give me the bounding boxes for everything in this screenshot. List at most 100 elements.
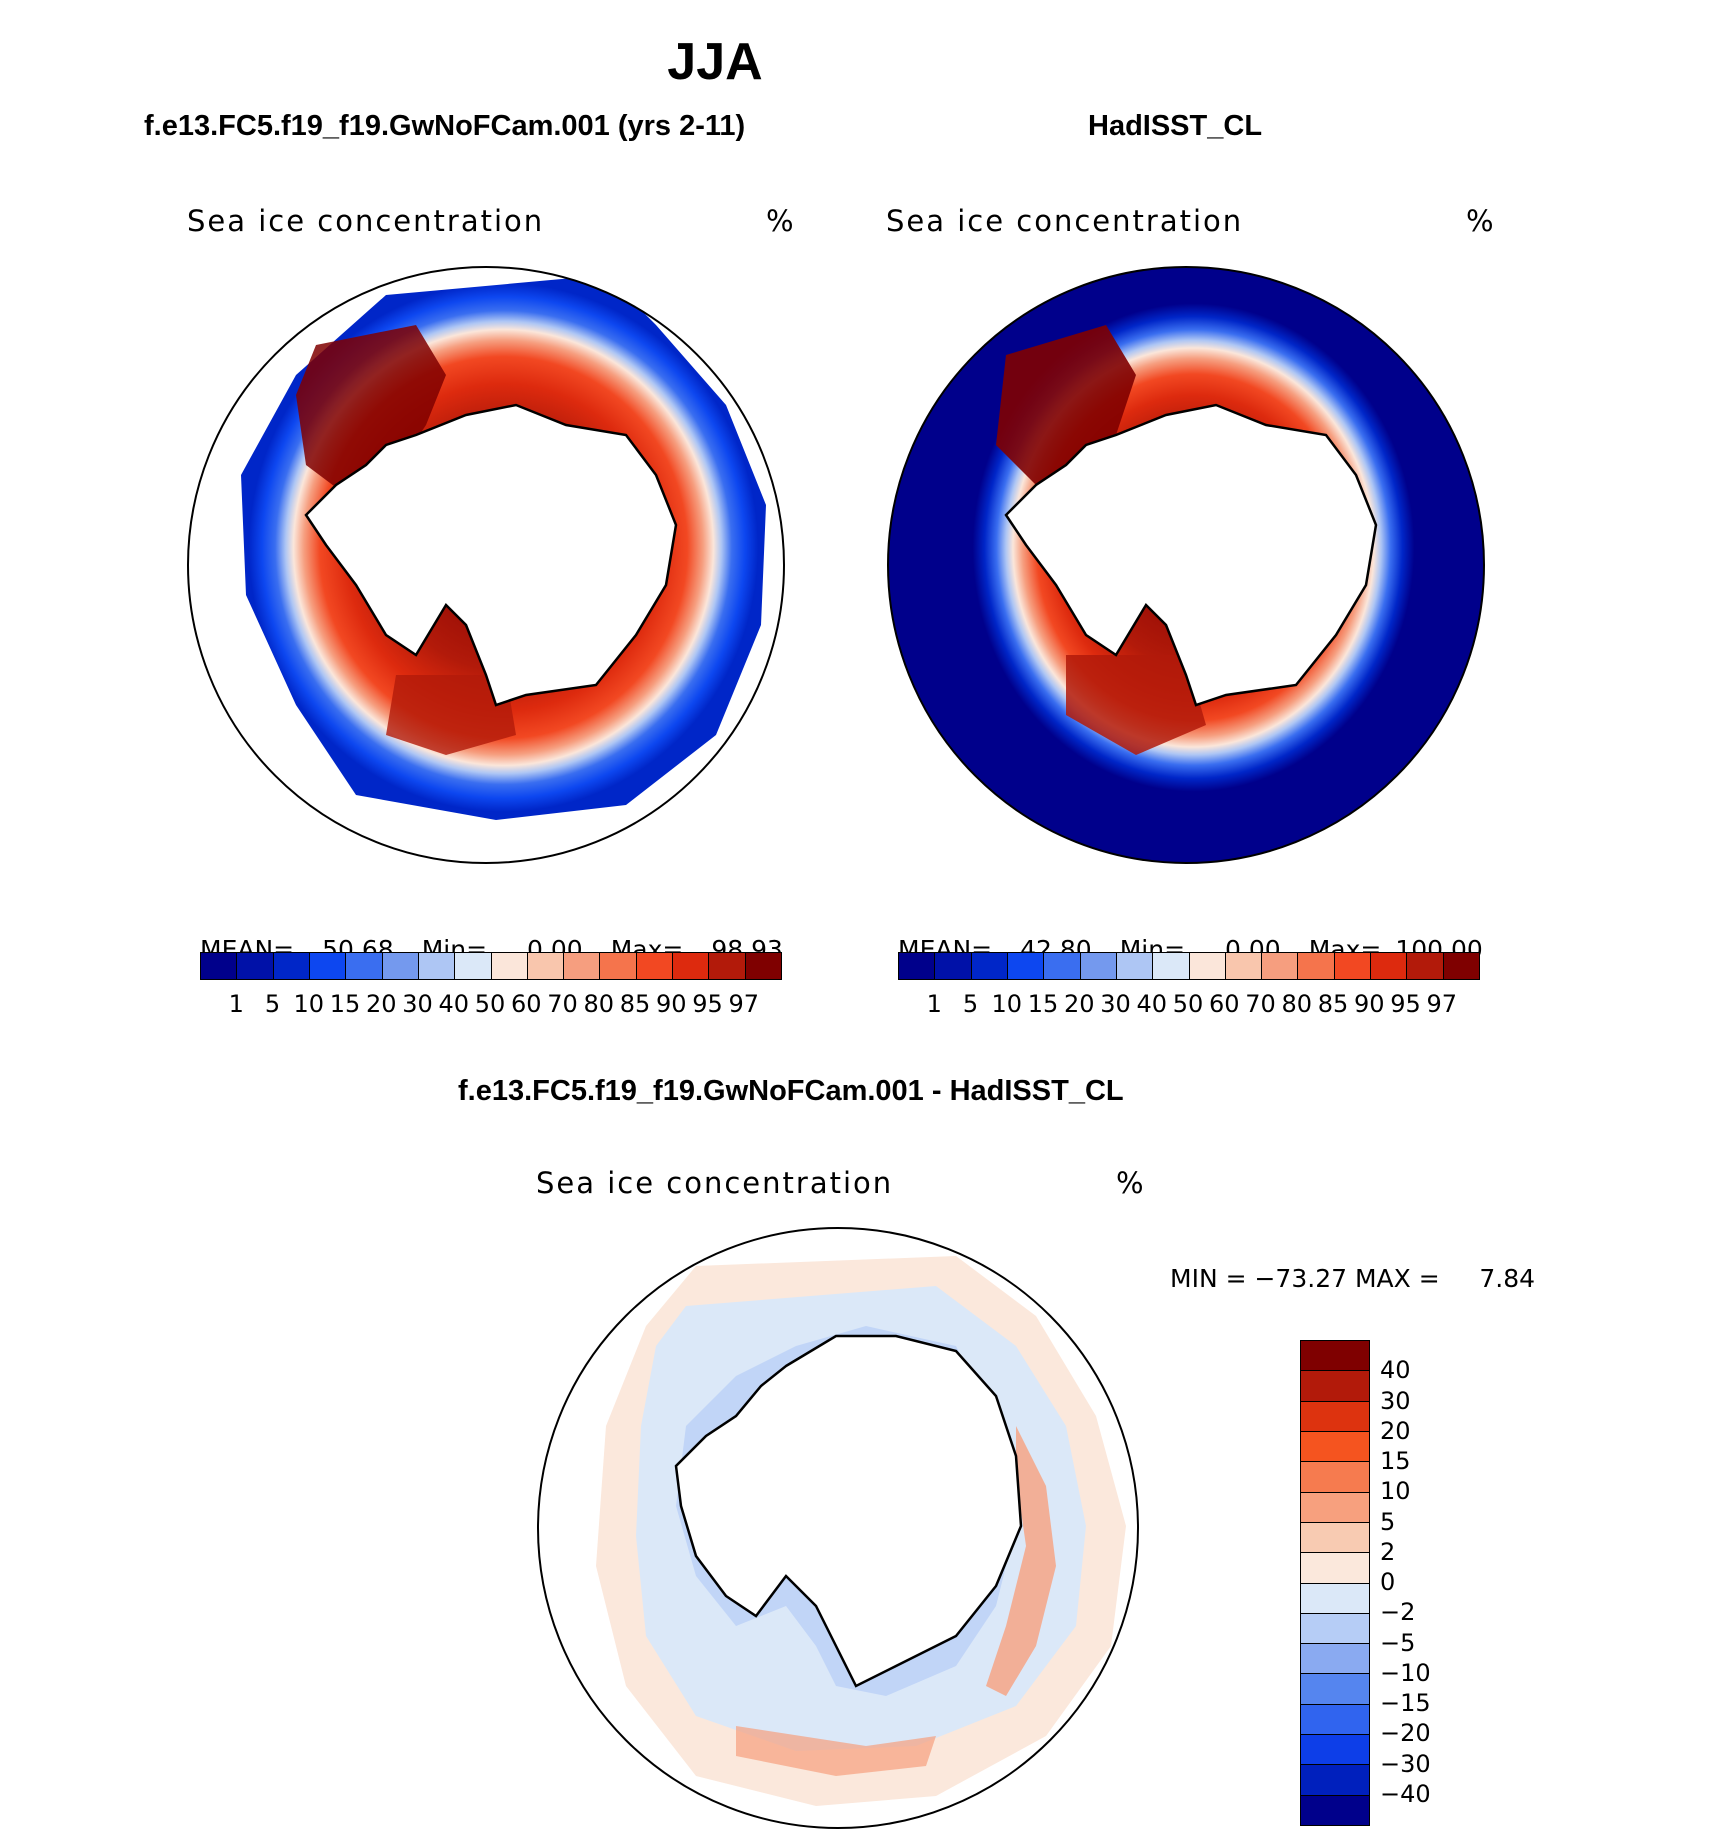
right-antarctica	[1004, 403, 1378, 707]
right-colorbar-label-10: 80	[1281, 990, 1313, 1018]
bottom-colorbar-label-14: −40	[1380, 1779, 1431, 1808]
left-panel-title: f.e13.FC5.f19_f19.GwNoFCam.001 (yrs 2-11…	[144, 110, 746, 142]
left-colorbar-labels: 1 5 10 15 20 30 40 50 60 70 80 85 90 95 97	[200, 990, 780, 1020]
right-colorbar-swatch-6	[1115, 953, 1153, 979]
bottom-colorbar-label-0: 40	[1380, 1356, 1411, 1385]
right-colorbar-label-9: 70	[1245, 990, 1276, 1018]
right-colorbar-swatch-10	[1261, 953, 1298, 979]
bottom-colorbar-swatch-1	[1301, 1370, 1369, 1401]
bottom-colorbar-label-4: 10	[1380, 1477, 1411, 1506]
left-colorbar-label-12: 90	[655, 990, 687, 1018]
right-colorbar-label-4: 20	[1063, 990, 1095, 1018]
right-colorbar-label-0: 1	[926, 990, 942, 1018]
page-title: JJA	[667, 33, 763, 91]
left-colorbar-swatch-11	[599, 953, 636, 979]
right-colorbar-swatch-5	[1079, 953, 1116, 979]
right-colorbar-swatch-12	[1333, 953, 1371, 979]
left-colorbar-swatch-15	[744, 953, 781, 979]
right-colorbar-swatch-11	[1297, 953, 1334, 979]
right-colorbar-swatch-2	[970, 953, 1007, 979]
right-colorbar-label-6: 40	[1136, 990, 1168, 1018]
left-colorbar-swatch-5	[381, 953, 418, 979]
left-colorbar-swatch-14	[708, 953, 745, 979]
right-colorbar	[898, 952, 1480, 980]
bottom-antarctica	[674, 1334, 1023, 1688]
bottom-colorbar-swatch-15	[1301, 1794, 1369, 1825]
bottom-colorbar-label-12: −20	[1380, 1719, 1431, 1748]
bottom-colorbar-swatch-8	[1301, 1582, 1369, 1613]
left-colorbar-swatch-3	[308, 953, 346, 979]
bottom-colorbar-swatch-9	[1301, 1612, 1369, 1644]
bottom-colorbar-swatch-11	[1301, 1673, 1369, 1704]
right-colorbar-swatch-14	[1406, 953, 1443, 979]
bottom-colorbar-swatch-13	[1301, 1734, 1369, 1765]
bottom-colorbar-swatch-2	[1301, 1400, 1369, 1431]
left-colorbar-label-8: 60	[510, 990, 542, 1018]
right-colorbar-label-1: 5	[962, 990, 979, 1018]
left-colorbar-swatch-12	[635, 953, 673, 979]
right-units-label: %	[1466, 204, 1494, 238]
bottom-colorbar-swatch-10	[1301, 1643, 1369, 1674]
left-colorbar-swatch-0	[201, 953, 237, 979]
right-polar-map	[887, 266, 1485, 864]
bottom-colorbar-swatch-14	[1301, 1764, 1369, 1795]
right-colorbar-label-11: 85	[1317, 990, 1349, 1018]
right-colorbar-label-8: 60	[1208, 990, 1240, 1018]
bottom-polar-map	[537, 1227, 1139, 1829]
left-colorbar-swatch-9	[526, 953, 564, 979]
left-colorbar-swatch-10	[563, 953, 600, 979]
left-colorbar-label-9: 70	[547, 990, 578, 1018]
bottom-colorbar-label-8: −2	[1380, 1598, 1416, 1627]
bottom-colorbar-swatch-12	[1301, 1703, 1369, 1735]
right-colorbar-label-14: 97	[1426, 990, 1458, 1018]
left-colorbar-label-2: 10	[293, 990, 325, 1018]
bottom-colorbar-swatch-7	[1301, 1552, 1369, 1583]
right-colorbar-label-7: 50	[1172, 990, 1204, 1018]
left-colorbar	[200, 952, 782, 980]
bottom-colorbar-swatch-0	[1301, 1341, 1369, 1371]
bottom-colorbar-label-7: 0	[1380, 1568, 1396, 1596]
left-polar-map	[187, 266, 785, 864]
bottom-colorbar-label-1: 30	[1380, 1386, 1411, 1415]
bottom-colorbar-label-6: 2	[1380, 1537, 1396, 1566]
bottom-colorbar-label-13: −30	[1380, 1749, 1431, 1778]
left-colorbar-label-14: 97	[728, 990, 760, 1018]
left-colorbar-label-5: 30	[402, 990, 433, 1018]
left-colorbar-swatch-1	[236, 953, 273, 979]
bottom-minmax: MIN = −73.27 MAX = 7.84	[1170, 1264, 1536, 1293]
right-colorbar-swatch-9	[1224, 953, 1262, 979]
right-colorbar-swatch-15	[1442, 953, 1479, 979]
right-colorbar-swatch-13	[1370, 953, 1407, 979]
left-colorbar-swatch-7	[454, 953, 491, 979]
right-colorbar-label-13: 95	[1390, 990, 1421, 1018]
right-colorbar-label-12: 90	[1353, 990, 1385, 1018]
left-colorbar-label-10: 80	[583, 990, 615, 1018]
right-panel-title: HadISST_CL	[1088, 110, 1263, 142]
bottom-colorbar-labels: 40 30 20 15 10 5 2 0 −2 −5 −10 −15 −20 −30 −40	[1380, 1340, 1460, 1824]
bottom-colorbar-swatch-4	[1301, 1461, 1369, 1492]
left-colorbar-label-4: 20	[365, 990, 397, 1018]
right-colorbar-swatch-8	[1188, 953, 1225, 979]
left-antarctica	[304, 403, 678, 707]
left-variable-label: Sea ice concentration	[187, 204, 545, 238]
right-colorbar-swatch-7	[1152, 953, 1189, 979]
bottom-colorbar-label-2: 20	[1380, 1416, 1411, 1445]
left-colorbar-label-0: 1	[228, 990, 244, 1018]
left-colorbar-label-1: 5	[264, 990, 281, 1018]
left-colorbar-label-6: 40	[438, 990, 470, 1018]
right-colorbar-swatch-3	[1006, 953, 1044, 979]
right-colorbar-label-2: 10	[991, 990, 1023, 1018]
bottom-colorbar-label-9: −5	[1380, 1628, 1416, 1657]
right-variable-label: Sea ice concentration	[886, 204, 1244, 238]
bottom-variable-label: Sea ice concentration	[536, 1166, 894, 1200]
bottom-colorbar-label-3: 15	[1380, 1447, 1411, 1475]
left-colorbar-swatch-4	[345, 953, 382, 979]
right-colorbar-label-3: 15	[1027, 990, 1059, 1018]
right-colorbar-swatch-0	[899, 953, 935, 979]
bottom-units-label: %	[1116, 1166, 1144, 1200]
right-colorbar-swatch-1	[934, 953, 971, 979]
left-colorbar-label-7: 50	[474, 990, 506, 1018]
bottom-colorbar-label-11: −15	[1380, 1689, 1431, 1717]
left-colorbar-label-3: 15	[329, 990, 361, 1018]
right-colorbar-labels: 1 5 10 15 20 30 40 50 60 70 80 85 90 95 97	[898, 990, 1478, 1020]
